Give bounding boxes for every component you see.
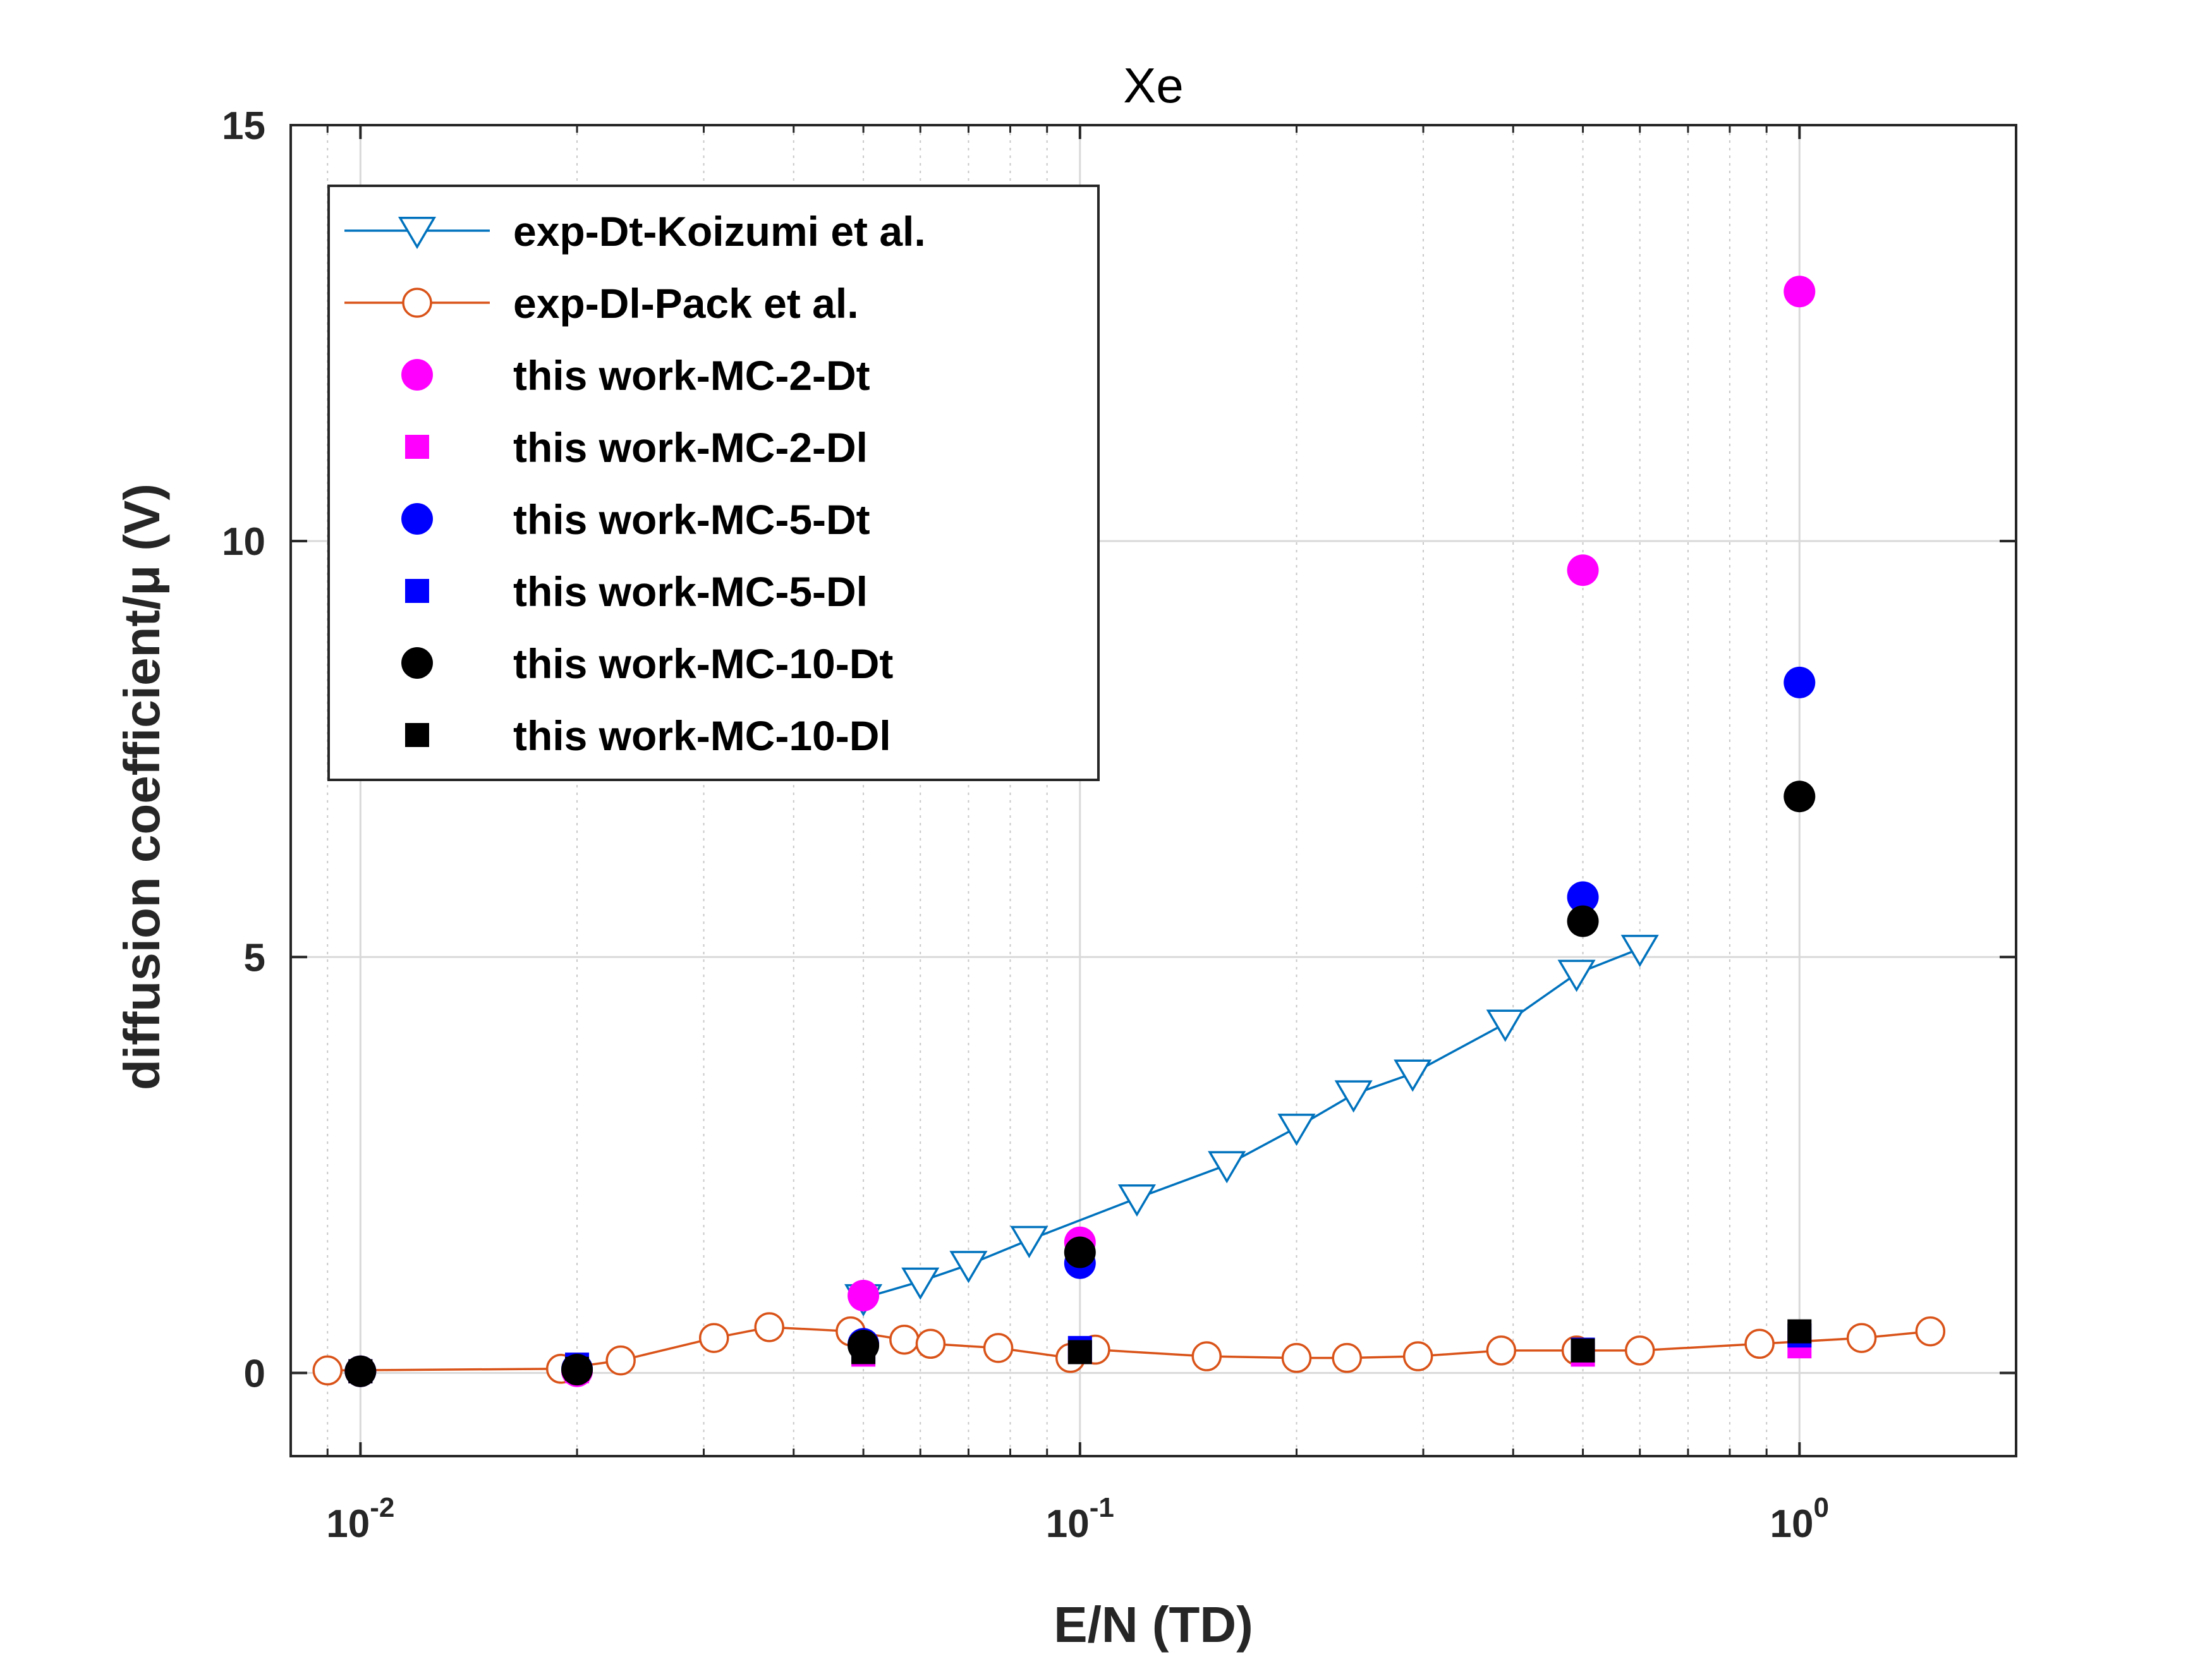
legend-marker	[398, 217, 437, 250]
data-point	[1567, 905, 1599, 937]
data-point	[1744, 1328, 1775, 1359]
data-point	[1332, 1342, 1363, 1373]
data-point	[1402, 1341, 1433, 1371]
legend-label: this work-MC-10-Dl	[513, 712, 891, 759]
series-line	[863, 947, 1641, 1299]
legend-entry: this work-MC-5-Dt	[401, 496, 870, 543]
x-tick-base: 10	[326, 1502, 370, 1546]
legend-box	[327, 185, 1100, 781]
data-point	[1784, 781, 1816, 813]
legend-entry: exp-Dl-Pack et al.	[344, 280, 859, 327]
chart-title: Xe	[1123, 58, 1183, 113]
legend-label: this work-MC-10-Dt	[513, 640, 893, 687]
y-tick-label: 15	[222, 104, 265, 148]
data-point	[698, 1323, 729, 1353]
x-tick-base: 10	[1770, 1502, 1814, 1546]
plot-frame	[289, 124, 2017, 1457]
legend: exp-Dt-Koizumi et al. exp-Dl-Pack et al. t…	[327, 185, 1100, 781]
data-point	[1334, 1080, 1373, 1113]
data-point	[983, 1333, 1014, 1363]
legend-entry: this work-MC-10-Dl	[405, 712, 891, 759]
legend-label: this work-MC-2-Dl	[513, 424, 868, 471]
data-point	[754, 1312, 784, 1342]
y-axis-label: diffusion coefficient/μ (V)	[114, 483, 170, 1090]
data-point	[1557, 959, 1596, 992]
data-point	[1277, 1114, 1316, 1146]
x-tick-label: 100	[1770, 1492, 1829, 1546]
data-point	[1567, 881, 1599, 913]
legend-marker	[405, 435, 429, 459]
legend-entry: this work-MC-2-Dl	[405, 424, 868, 471]
x-tick-exponent: 0	[1814, 1492, 1829, 1523]
legend-marker	[402, 288, 432, 318]
data-point	[1486, 1009, 1524, 1042]
legend-marker	[405, 579, 429, 603]
data-point	[1571, 1338, 1595, 1363]
x-tick-base: 10	[1046, 1502, 1090, 1546]
series-1	[312, 1312, 1946, 1386]
legend-entry: this work-MC-2-Dt	[401, 352, 870, 399]
data-point	[348, 1359, 373, 1383]
data-point	[1208, 1151, 1246, 1184]
data-point	[605, 1345, 636, 1376]
data-point	[848, 1279, 880, 1311]
data-point	[1067, 1340, 1092, 1364]
data-point	[1064, 1236, 1096, 1268]
data-point	[851, 1340, 876, 1364]
data-point	[1784, 276, 1816, 308]
legend-marker	[405, 723, 429, 747]
data-point	[901, 1267, 940, 1300]
legend-marker	[401, 647, 433, 679]
data-point	[312, 1355, 343, 1386]
legend-label: this work-MC-2-Dt	[513, 352, 870, 399]
legend-entry: this work-MC-10-Dt	[401, 640, 893, 687]
data-point	[1394, 1059, 1432, 1092]
series-0	[844, 935, 1659, 1317]
series-layer	[312, 276, 1946, 1387]
x-axis-label: E/N (TD)	[1054, 1596, 1253, 1653]
legend-label: exp-Dl-Pack et al.	[513, 280, 859, 327]
y-tick-label: 10	[222, 520, 265, 564]
data-point	[1486, 1335, 1517, 1366]
data-point	[1846, 1323, 1877, 1353]
data-point	[889, 1324, 920, 1355]
legend-label: this work-MC-5-Dl	[513, 568, 868, 615]
data-point	[1117, 1184, 1157, 1217]
data-point	[1784, 666, 1816, 698]
data-point	[1915, 1316, 1946, 1347]
legend-entry: this work-MC-5-Dl	[405, 568, 868, 615]
y-tick-label: 5	[244, 936, 265, 980]
legend-label: this work-MC-5-Dt	[513, 496, 870, 543]
x-tick-exponent: -1	[1090, 1492, 1114, 1523]
legend-label: exp-Dt-Koizumi et al.	[513, 208, 926, 255]
data-point	[1787, 1319, 1812, 1344]
y-tick-label: 0	[244, 1352, 265, 1395]
data-point	[1567, 554, 1599, 586]
x-tick-exponent: -2	[370, 1492, 394, 1523]
data-point	[1620, 935, 1659, 968]
x-tick-label: 10-1	[1046, 1492, 1114, 1546]
series-7	[348, 1319, 1812, 1383]
legend-entry: exp-Dt-Koizumi et al.	[344, 208, 926, 255]
data-point	[949, 1251, 988, 1284]
legend-marker	[401, 503, 433, 535]
data-point	[1624, 1335, 1655, 1366]
data-point	[1010, 1225, 1048, 1258]
data-point	[1281, 1342, 1312, 1373]
data-point	[565, 1356, 590, 1381]
x-tick-label: 10-2	[326, 1492, 394, 1546]
data-point	[915, 1328, 946, 1359]
legend-marker	[401, 359, 433, 391]
data-point	[1191, 1341, 1222, 1371]
